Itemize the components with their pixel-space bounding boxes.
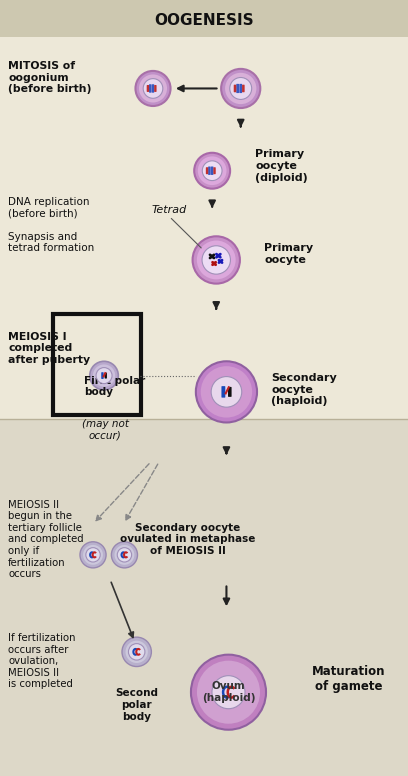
Ellipse shape xyxy=(115,545,134,565)
FancyBboxPatch shape xyxy=(154,85,157,92)
Ellipse shape xyxy=(111,542,137,568)
Text: Ovum
(haploid): Ovum (haploid) xyxy=(202,681,255,703)
Ellipse shape xyxy=(198,156,226,185)
Ellipse shape xyxy=(230,78,252,99)
Text: MITOSIS of
oogonium
(before birth): MITOSIS of oogonium (before birth) xyxy=(8,61,91,94)
FancyBboxPatch shape xyxy=(149,85,151,92)
Text: Primary
oocyte: Primary oocyte xyxy=(264,243,313,265)
Text: Tetrad: Tetrad xyxy=(152,205,187,215)
Ellipse shape xyxy=(193,237,240,283)
Ellipse shape xyxy=(212,676,245,708)
FancyBboxPatch shape xyxy=(101,372,104,379)
Text: OOGENESIS: OOGENESIS xyxy=(154,12,254,28)
Text: First polar
body: First polar body xyxy=(84,376,145,397)
Bar xyxy=(0,0,408,37)
FancyBboxPatch shape xyxy=(152,85,154,92)
Text: Secondary oocyte
ovulated in metaphase
of MEIOSIS II: Secondary oocyte ovulated in metaphase o… xyxy=(120,523,255,556)
Text: MEIOSIS I
completed
after puberty: MEIOSIS I completed after puberty xyxy=(8,332,90,365)
Ellipse shape xyxy=(191,655,266,729)
Ellipse shape xyxy=(122,637,151,667)
Ellipse shape xyxy=(202,246,231,274)
Ellipse shape xyxy=(80,542,106,568)
Ellipse shape xyxy=(117,548,132,562)
Text: Secondary
oocyte
(haploid): Secondary oocyte (haploid) xyxy=(271,373,337,406)
FancyBboxPatch shape xyxy=(236,84,239,93)
Text: Second
polar
body: Second polar body xyxy=(115,688,158,722)
Ellipse shape xyxy=(86,548,100,562)
FancyBboxPatch shape xyxy=(239,84,242,93)
Ellipse shape xyxy=(126,641,148,663)
FancyBboxPatch shape xyxy=(213,168,216,174)
Ellipse shape xyxy=(129,643,145,660)
Bar xyxy=(0,419,408,776)
Ellipse shape xyxy=(197,241,236,279)
Text: MEIOSIS II
begun in the
tertiary follicle
and completed
only if
fertilization
oc: MEIOSIS II begun in the tertiary follicl… xyxy=(8,500,84,579)
Ellipse shape xyxy=(202,161,222,181)
FancyBboxPatch shape xyxy=(222,386,225,397)
Text: Primary
oocyte
(diploid): Primary oocyte (diploid) xyxy=(255,150,308,182)
Ellipse shape xyxy=(196,362,257,422)
FancyBboxPatch shape xyxy=(234,85,236,92)
Ellipse shape xyxy=(194,153,230,189)
FancyBboxPatch shape xyxy=(53,314,141,415)
Text: Maturation
of gamete: Maturation of gamete xyxy=(312,665,386,693)
Text: If fertilization
occurs after
ovulation,
MEIOSIS II
is completed: If fertilization occurs after ovulation,… xyxy=(8,633,75,689)
FancyBboxPatch shape xyxy=(206,168,208,174)
FancyBboxPatch shape xyxy=(147,85,149,92)
FancyBboxPatch shape xyxy=(208,167,211,175)
Ellipse shape xyxy=(197,660,260,724)
FancyBboxPatch shape xyxy=(242,85,245,92)
Ellipse shape xyxy=(90,362,118,390)
FancyBboxPatch shape xyxy=(228,387,232,397)
Ellipse shape xyxy=(221,69,260,108)
Ellipse shape xyxy=(139,74,167,102)
FancyBboxPatch shape xyxy=(211,167,213,175)
Ellipse shape xyxy=(83,545,103,565)
Ellipse shape xyxy=(143,78,163,99)
Ellipse shape xyxy=(225,73,256,104)
FancyBboxPatch shape xyxy=(105,372,107,379)
Ellipse shape xyxy=(93,365,115,386)
Ellipse shape xyxy=(201,366,252,417)
Ellipse shape xyxy=(211,376,242,407)
Ellipse shape xyxy=(96,368,112,383)
Text: DNA replication
(before birth)

Synapsis and
tetrad formation: DNA replication (before birth) Synapsis … xyxy=(8,197,94,253)
Ellipse shape xyxy=(135,71,171,106)
Bar xyxy=(0,0,408,419)
Text: (may not
occur): (may not occur) xyxy=(82,419,129,441)
